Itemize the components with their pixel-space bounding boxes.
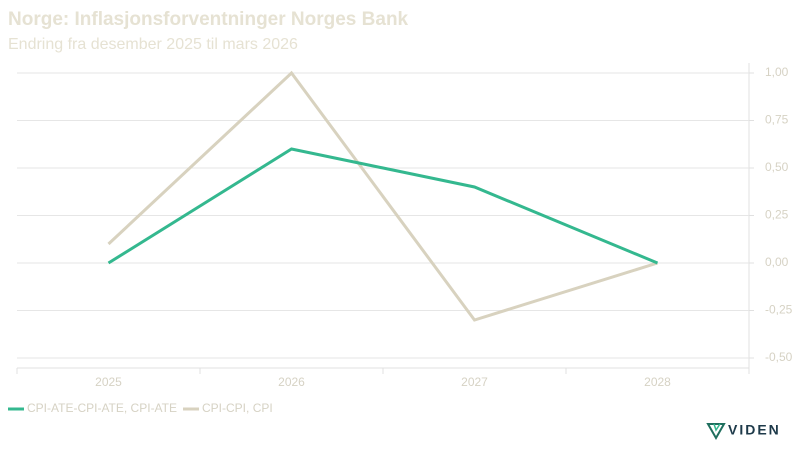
logo: VIDEN (706, 422, 781, 441)
series-line (107, 147, 659, 265)
y-tick-label: 0,00 (765, 255, 789, 269)
y-tick-label: 1,00 (765, 65, 789, 79)
y-tick-label: -0,25 (765, 303, 793, 317)
x-tick-label: 2025 (95, 375, 122, 389)
chart-subtitle: Endring fra desember 2025 til mars 2026 (8, 36, 298, 53)
y-tick-label: 0,50 (765, 160, 789, 174)
logo-icon (706, 423, 726, 441)
y-tick-label: 0,75 (765, 113, 789, 127)
x-tick-label: 2027 (461, 375, 488, 389)
series-line (107, 70, 658, 322)
y-tick-label: -0,50 (765, 350, 793, 364)
y-tick-label: 0,25 (765, 208, 789, 222)
logo-icon (713, 423, 721, 432)
logo-text: VIDEN (728, 422, 781, 438)
legend-label: CPI-ATE-CPI-ATE, CPI-ATE (27, 401, 177, 415)
x-tick-label: 2028 (644, 375, 671, 389)
legend-label: CPI-CPI, CPI (202, 401, 273, 415)
x-tick-label: 2026 (278, 375, 305, 389)
chart-title: Norge: Inflasjonsforventninger Norges Ba… (8, 9, 409, 30)
